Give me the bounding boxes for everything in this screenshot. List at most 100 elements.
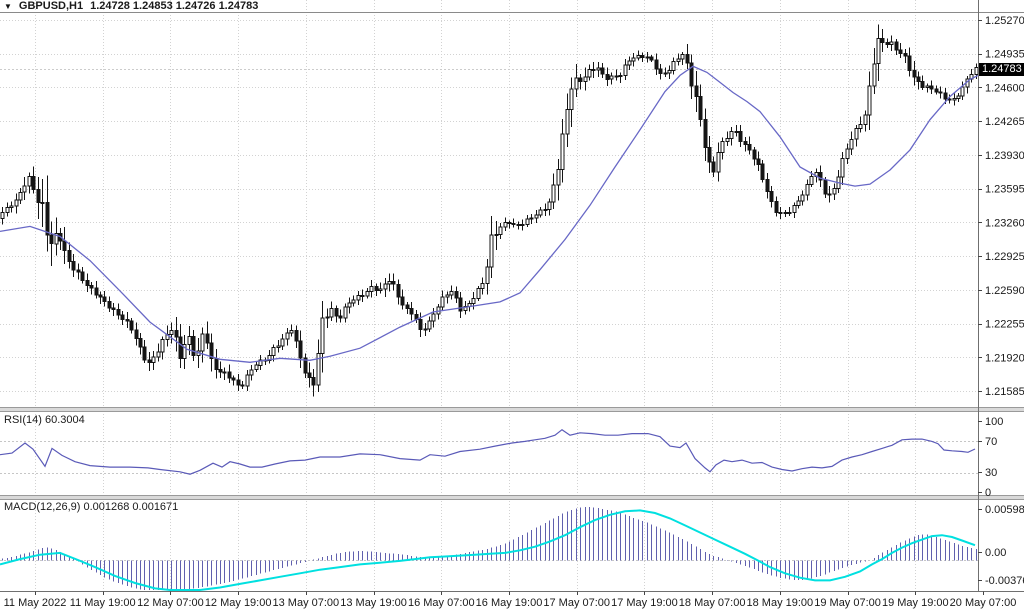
bear-candle [511,223,516,225]
bull-candle [636,55,641,59]
price-axis-label: 1.24935 [985,49,1024,61]
bear-candle [880,38,885,44]
bear-candle [338,315,343,319]
bear-candle [214,357,219,370]
bull-candle [280,338,285,347]
bear-candle [334,307,339,317]
bull-candle [267,355,272,362]
bull-candle [734,130,739,133]
bear-candle [614,75,619,78]
time-axis-label: 13 May 19:00 [340,597,407,609]
bull-candle [809,176,814,185]
bear-candle [125,318,130,322]
time-axis-label: 18 May 07:00 [679,597,746,609]
bull-candle [343,306,348,319]
bull-candle [872,63,877,87]
bull-candle [489,234,494,268]
bull-candle [503,222,508,228]
bear-candle [400,296,405,306]
bear-candle [703,119,708,148]
bear-candle [747,143,752,151]
bear-candle [649,56,654,61]
bear-candle [885,42,890,45]
bear-candle [694,85,699,98]
bear-candle [80,271,85,282]
bull-candle [27,175,32,187]
bull-candle [54,233,59,245]
bull-candle [160,339,165,353]
bull-candle [471,297,476,305]
rsi-indicator-label: RSI(14) 60.3004 [4,414,85,426]
bear-candle [89,284,94,289]
price-axis-label: 1.25270 [985,15,1024,27]
time-axis-label: 12 May 19:00 [205,597,272,609]
bear-candle [894,41,899,51]
bull-candle [960,86,965,97]
price-axis-label: 1.24600 [985,82,1024,94]
bull-candle [725,138,730,142]
bear-candle [391,281,396,285]
bear-candle [903,52,908,57]
time-axis-label: 20 May 07:00 [950,597,1017,609]
bear-candle [591,69,596,72]
bull-candle [182,343,187,360]
bull-candle [645,56,650,59]
panel-separator[interactable] [0,495,1024,500]
bull-candle [485,266,490,285]
bear-candle [774,201,779,214]
bear-candle [294,329,299,342]
bull-candle [796,200,801,206]
bull-candle [271,347,276,357]
bear-candle [218,369,223,373]
bull-candle [520,223,525,226]
price-axis-label: 1.22925 [985,251,1024,263]
panel-separator[interactable] [0,407,1024,412]
bull-candle [378,288,383,291]
bull-candle [827,193,832,196]
bear-candle [600,67,605,75]
bull-candle [623,64,628,77]
bull-candle [956,95,961,99]
time-axis-label: 12 May 07:00 [137,597,204,609]
bull-candle [800,194,805,202]
rsi-axis-label: 0 [985,487,991,499]
bear-candle [360,294,365,297]
bear-candle [45,202,50,236]
bear-candle [209,342,214,359]
bear-candle [943,92,948,100]
bear-candle [174,329,179,338]
bull-candle [187,335,192,345]
bear-candle [94,287,99,296]
bear-candle [898,49,903,54]
bear-candle [40,202,45,204]
bear-candle [236,379,241,386]
time-axis-label: 16 May 19:00 [476,597,543,609]
bull-candle [716,152,721,173]
bear-candle [307,372,312,379]
bull-candle [889,41,894,45]
time-axis-label: 16 May 07:00 [408,597,475,609]
bear-candle [578,77,583,83]
bull-candle [9,205,14,208]
bull-candle [631,57,636,62]
macd-indicator-label: MACD(12,26,9) 0.001268 0.001671 [4,501,179,513]
bear-candle [912,70,917,78]
bear-candle [689,62,694,87]
bull-candle [787,211,792,214]
bull-candle [832,187,837,195]
bear-candle [760,163,765,181]
time-axis-label: 13 May 07:00 [273,597,340,609]
bull-candle [387,281,392,285]
bull-candle [365,290,370,297]
symbol-dropdown-icon[interactable]: ▼ [4,1,12,11]
macd-axis-label: -0.003762 [985,575,1024,587]
bull-candle [476,288,481,299]
bull-candle [551,184,556,203]
bull-candle [351,299,356,304]
bear-candle [138,338,143,348]
bear-candle [707,147,712,163]
bull-candle [596,67,601,71]
bear-candle [769,191,774,203]
bull-candle [538,209,543,216]
